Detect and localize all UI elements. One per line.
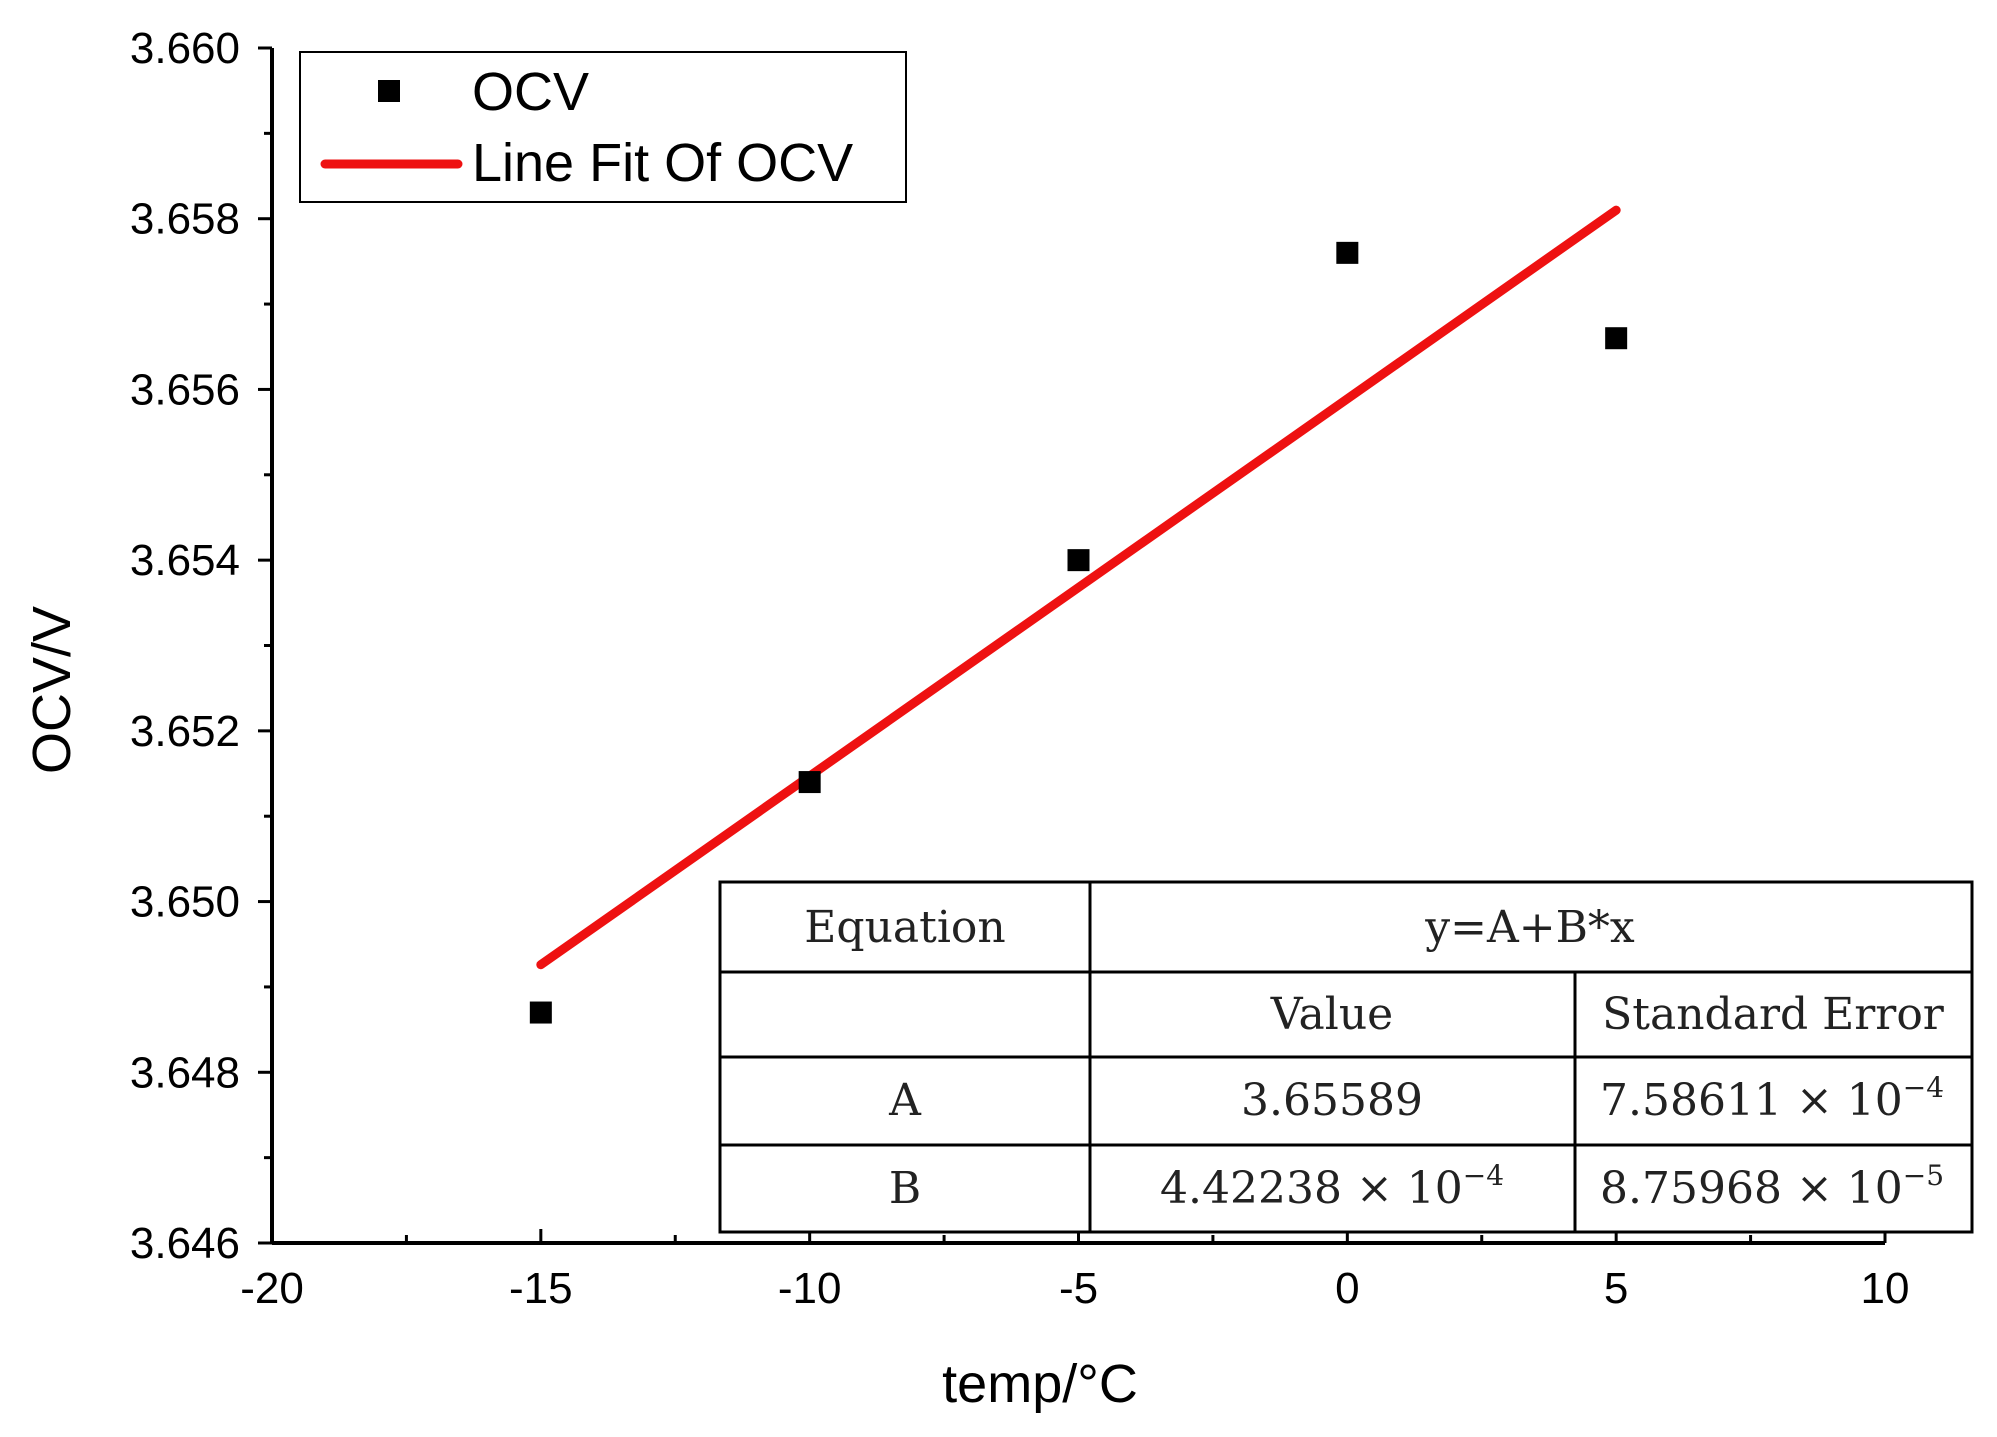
param-b-label: B (889, 1163, 921, 1214)
param-b-value: 4.42238 × 10−4 (1160, 1159, 1504, 1214)
param-b-error-mantissa: 8.75968 × 10 (1600, 1163, 1903, 1214)
x-tick-label: -10 (778, 1264, 842, 1313)
y-tick-label: 3.656 (130, 365, 240, 414)
x-tick-label: 5 (1604, 1264, 1628, 1313)
y-tick-label: 3.658 (130, 195, 240, 244)
legend: OCV Line Fit Of OCV (299, 51, 907, 203)
x-tick-label: 0 (1335, 1264, 1359, 1313)
param-b-value-exponent: −4 (1463, 1159, 1504, 1192)
param-a-label: A (888, 1075, 922, 1126)
ocv-point (1605, 327, 1628, 350)
fit-table: Equation y=A+B*x Value Standard Error A … (718, 880, 1974, 1234)
param-a-error-mantissa: 7.58611 × 10 (1600, 1075, 1903, 1126)
param-a-error-exponent: −4 (1903, 1071, 1944, 1104)
param-b-error-exponent: −5 (1903, 1159, 1944, 1192)
column-header-value: Value (1270, 989, 1393, 1040)
param-a-error: 7.58611 × 10−4 (1600, 1071, 1944, 1126)
y-tick-label: 3.654 (130, 536, 240, 585)
legend-box (299, 51, 907, 203)
y-axis-title: OCV/V (22, 606, 82, 774)
fit-line-layer (536, 205, 1621, 970)
ocv-point (1336, 241, 1359, 264)
x-axis-title: temp/°C (942, 1354, 1138, 1414)
ocv-point (798, 771, 821, 794)
y-tick-label: 3.646 (130, 1219, 240, 1268)
legend-marker-ocv (378, 80, 400, 102)
legend-label-ocv: OCV (472, 62, 589, 122)
y-ticks: 3.646 3.648 3.650 3.652 3.654 3.656 3.658 3.660 (130, 24, 272, 1268)
param-a-value: 3.65589 (1241, 1075, 1423, 1126)
column-header-standard-error: Standard Error (1602, 989, 1945, 1040)
param-b-error: 8.75968 × 10−5 (1600, 1159, 1944, 1214)
ocv-point (1067, 549, 1090, 572)
points-layer (529, 241, 1628, 1024)
equation-value: y=A+B*x (1424, 902, 1635, 953)
y-tick-label: 3.652 (130, 707, 240, 756)
ocv-point (529, 1001, 552, 1024)
y-tick-label: 3.660 (130, 24, 240, 73)
equation-label: Equation (804, 902, 1005, 953)
x-tick-label: -20 (240, 1264, 304, 1313)
fit-line (536, 205, 1621, 970)
param-b-value-mantissa: 4.42238 × 10 (1160, 1163, 1463, 1214)
y-tick-label: 3.648 (130, 1048, 240, 1097)
x-tick-label: 10 (1861, 1264, 1910, 1313)
x-tick-label: -5 (1059, 1264, 1098, 1313)
legend-label-fit: Line Fit Of OCV (472, 133, 853, 193)
y-tick-label: 3.650 (130, 878, 240, 927)
x-tick-label: -15 (509, 1264, 573, 1313)
